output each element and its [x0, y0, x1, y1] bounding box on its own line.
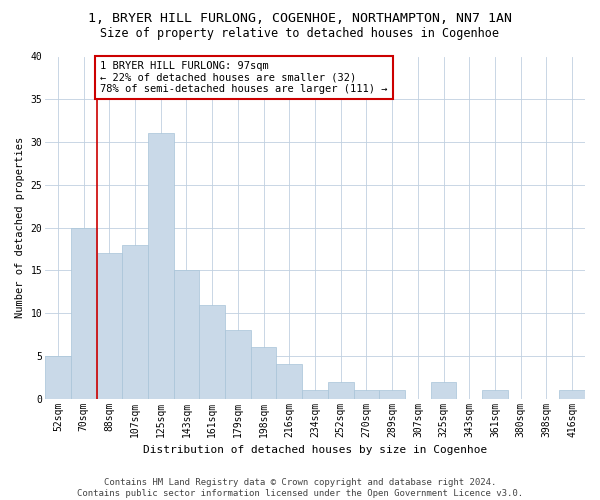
Bar — [199, 304, 225, 398]
Bar — [122, 244, 148, 398]
Bar — [328, 382, 353, 398]
Bar — [97, 253, 122, 398]
X-axis label: Distribution of detached houses by size in Cogenhoe: Distribution of detached houses by size … — [143, 445, 487, 455]
Bar — [45, 356, 71, 399]
Bar — [148, 134, 173, 398]
Text: Contains HM Land Registry data © Crown copyright and database right 2024.
Contai: Contains HM Land Registry data © Crown c… — [77, 478, 523, 498]
Bar — [251, 348, 277, 399]
Y-axis label: Number of detached properties: Number of detached properties — [15, 137, 25, 318]
Bar — [173, 270, 199, 398]
Bar — [379, 390, 405, 398]
Bar — [277, 364, 302, 398]
Text: 1, BRYER HILL FURLONG, COGENHOE, NORTHAMPTON, NN7 1AN: 1, BRYER HILL FURLONG, COGENHOE, NORTHAM… — [88, 12, 512, 26]
Bar — [225, 330, 251, 398]
Text: Size of property relative to detached houses in Cogenhoe: Size of property relative to detached ho… — [101, 28, 499, 40]
Bar — [353, 390, 379, 398]
Bar — [302, 390, 328, 398]
Bar — [431, 382, 457, 398]
Bar — [559, 390, 585, 398]
Bar — [482, 390, 508, 398]
Text: 1 BRYER HILL FURLONG: 97sqm
← 22% of detached houses are smaller (32)
78% of sem: 1 BRYER HILL FURLONG: 97sqm ← 22% of det… — [100, 61, 388, 94]
Bar — [71, 228, 97, 398]
